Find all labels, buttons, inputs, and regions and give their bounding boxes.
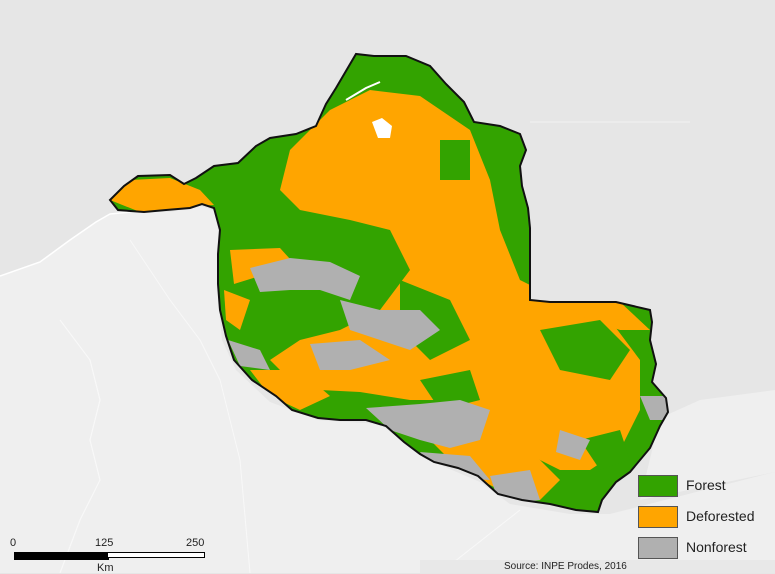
river-line: [345, 81, 381, 101]
river-line: [59, 319, 101, 573]
legend-item-deforested: Deforested: [638, 506, 768, 537]
deforested-region: [250, 370, 330, 410]
deforested-region: [224, 290, 250, 330]
legend-item-forest: Forest: [638, 475, 768, 506]
deforested-region: [110, 178, 214, 212]
legend-swatch-deforested: [638, 506, 678, 528]
scale-bar-segment: [14, 552, 109, 560]
nonforest-region: [556, 430, 590, 460]
forest-patch: [420, 370, 480, 410]
legend-label: Nonforest: [686, 539, 747, 555]
nonforest-region: [228, 340, 270, 370]
water-body: [372, 118, 392, 138]
neighbor-land: [640, 390, 775, 500]
legend-item-nonforest: Nonforest: [638, 537, 768, 568]
scale-bar-segment: [107, 552, 205, 558]
source-credit: Source: INPE Prodes, 2016: [504, 561, 627, 572]
state-outline: [108, 52, 670, 514]
deforested-region: [270, 90, 640, 470]
scale-tick-label: 125: [95, 537, 114, 549]
scale-tick-label: 0: [10, 537, 17, 549]
legend-swatch-forest: [638, 475, 678, 497]
neighbor-land: [0, 206, 775, 573]
nonforest-region: [366, 400, 490, 448]
forest-patch: [440, 140, 470, 180]
country-border-line: [0, 211, 131, 277]
deforested-region: [560, 300, 650, 330]
forest-patch: [540, 320, 630, 380]
legend: Forest Deforested Nonforest: [638, 475, 768, 568]
nonforest-region: [640, 396, 668, 420]
nonforest-region: [250, 258, 360, 300]
nonforest-region: [310, 340, 390, 370]
source-box: [420, 560, 775, 573]
scale-bar: 0 125 250 Km: [10, 537, 210, 574]
legend-swatch-nonforest: [638, 537, 678, 559]
legend-label: Forest: [686, 477, 726, 493]
legend-label: Deforested: [686, 508, 755, 524]
nonforest-region: [370, 310, 440, 350]
scale-unit-label: Km: [97, 562, 114, 574]
forest-patch: [580, 430, 630, 470]
scale-tick-label: 250: [186, 537, 205, 549]
river-line: [129, 239, 251, 573]
